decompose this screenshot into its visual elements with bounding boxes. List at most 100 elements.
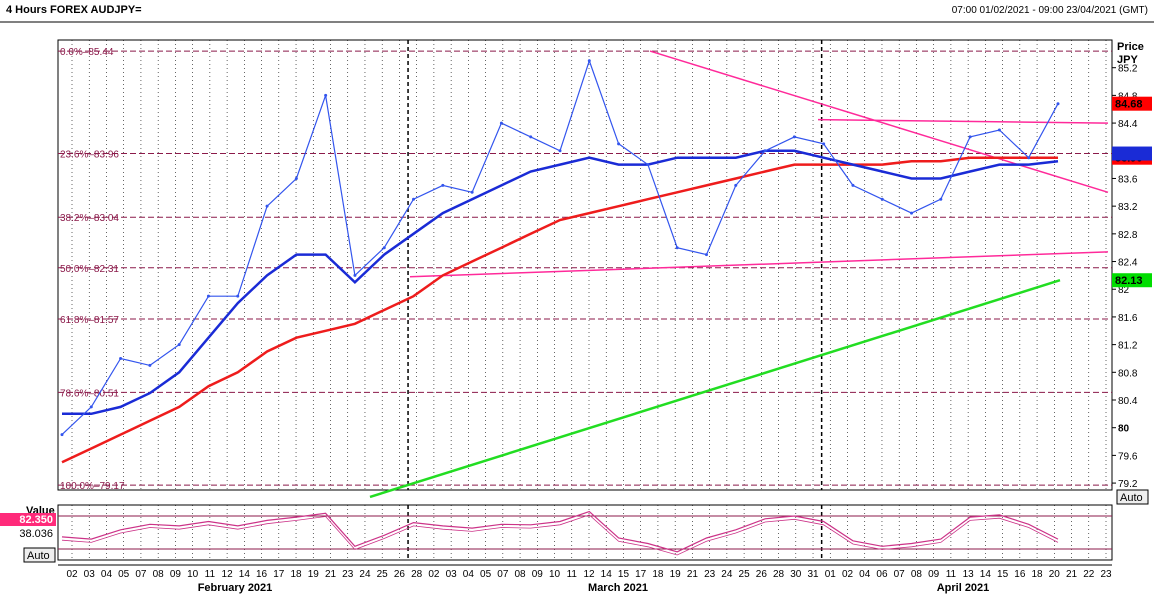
price-point (324, 93, 328, 97)
price-point (382, 246, 386, 250)
fib-level-label: 100.0%–79.17 (60, 481, 125, 492)
x-tick-label: 14 (980, 569, 992, 580)
x-tick-label: 08 (515, 569, 527, 580)
price-point (441, 183, 445, 187)
price-tick-label: 82.8 (1118, 230, 1138, 241)
x-tick-label: 05 (118, 569, 130, 580)
fib-level-label: 61.8%–81.57 (60, 315, 119, 326)
last-price-badge: 84.68 (1115, 99, 1143, 111)
price-tick-label: 85.2 (1118, 64, 1138, 75)
x-tick-label: 04 (101, 569, 113, 580)
price-tick-label: 79.6 (1118, 451, 1138, 462)
price-auto-label: Auto (1120, 492, 1143, 504)
currency-label: JPY (1117, 54, 1138, 66)
price-tick-label: 79.2 (1118, 479, 1138, 490)
x-tick-label: 25 (377, 569, 389, 580)
x-tick-label: 17 (273, 569, 285, 580)
x-tick-label: 15 (618, 569, 630, 580)
oscillator-auto-button (23, 547, 56, 563)
last-price-badge-box (1112, 96, 1152, 111)
x-tick-label: 23 (342, 569, 354, 580)
x-tick-label: 26 (394, 569, 406, 580)
x-tick-label: 11 (946, 569, 957, 580)
price-tick-label: 83.6 (1118, 174, 1138, 185)
x-tick-label: 02 (428, 569, 440, 580)
x-tick-label: 16 (1014, 569, 1026, 580)
price-point (558, 149, 562, 153)
x-tick-label: 24 (721, 569, 733, 580)
price-point (939, 197, 943, 201)
x-tick-label: 24 (359, 569, 371, 580)
price-point (353, 273, 357, 277)
price-point (177, 343, 181, 347)
x-tick-label: 18 (290, 569, 302, 580)
x-tick-label: 19 (670, 569, 682, 580)
price-point (148, 363, 152, 367)
trend-price-badge-box (1112, 273, 1152, 288)
price-axis-label: Price (1117, 41, 1144, 53)
x-tick-label: 12 (583, 569, 595, 580)
x-tick-label: 13 (963, 569, 975, 580)
price-tick-label: 80.8 (1118, 368, 1138, 379)
fib-level-label: 78.6%–80.51 (60, 388, 119, 399)
x-tick-label: 02 (842, 569, 854, 580)
x-tick-label: 14 (239, 569, 251, 580)
oscillator-panel (57, 504, 1113, 561)
x-tick-label: 09 (170, 569, 182, 580)
x-tick-label: 17 (635, 569, 647, 580)
x-tick-label: 04 (463, 569, 475, 580)
price-point (119, 356, 123, 360)
price-point (294, 176, 298, 180)
price-tick-label: 80.4 (1118, 396, 1138, 407)
month-label: February 2021 (198, 582, 273, 594)
x-tick-label: 07 (135, 569, 147, 580)
x-tick-label: 23 (1100, 569, 1112, 580)
x-tick-label: 12 (222, 569, 234, 580)
fib-level-label: 0.0%–85.44 (60, 47, 114, 58)
x-tick-label: 26 (756, 569, 768, 580)
price-point (1056, 102, 1060, 106)
x-tick-label: 15 (997, 569, 1009, 580)
price-panel (57, 39, 1113, 491)
oscillator-line (61, 510, 1059, 553)
x-tick-label: 10 (187, 569, 199, 580)
price-point (499, 121, 503, 125)
price-point (60, 433, 64, 437)
chart-title: 4 Hours FOREX AUDJPY= (6, 4, 142, 16)
x-tick-label: 21 (687, 569, 699, 580)
month-label: March 2021 (588, 582, 648, 594)
x-tick-label: 07 (497, 569, 509, 580)
x-tick-label: 30 (790, 569, 802, 580)
x-tick-label: 16 (256, 569, 268, 580)
oscillator-value-1: 82.350 (19, 514, 53, 526)
price-tick-label: 80 (1118, 424, 1130, 435)
x-tick-label: 11 (567, 569, 578, 580)
price-auto-button (1116, 489, 1149, 505)
price-point (675, 246, 679, 250)
x-tick-label: 28 (411, 569, 423, 580)
price-point (822, 142, 826, 146)
price-point (529, 135, 533, 139)
x-tick-label: 19 (308, 569, 320, 580)
x-tick-label: 18 (1032, 569, 1044, 580)
x-tick-label: 21 (325, 569, 337, 580)
price-point (236, 294, 240, 298)
x-tick-label: 31 (807, 569, 819, 580)
horizontal-resistance-line (817, 118, 1109, 124)
descending-resistance-line (649, 50, 1109, 194)
x-tick-label: 20 (1049, 569, 1061, 580)
x-tick-label: 04 (859, 569, 871, 580)
price-point (704, 253, 708, 257)
price-point (89, 405, 93, 409)
price-point (851, 183, 855, 187)
x-tick-label: 21 (1066, 569, 1078, 580)
x-tick-label: 05 (480, 569, 492, 580)
blue-moving-average (62, 149, 1059, 416)
fib-level-label: 38.2%–83.04 (60, 213, 119, 224)
price-point (734, 183, 738, 187)
price-point (587, 59, 591, 63)
x-tick-label: 28 (773, 569, 785, 580)
price-point (646, 163, 650, 167)
chart-header: 4 Hours FOREX AUDJPY= 07:00 01/02/2021 -… (0, 0, 1154, 22)
